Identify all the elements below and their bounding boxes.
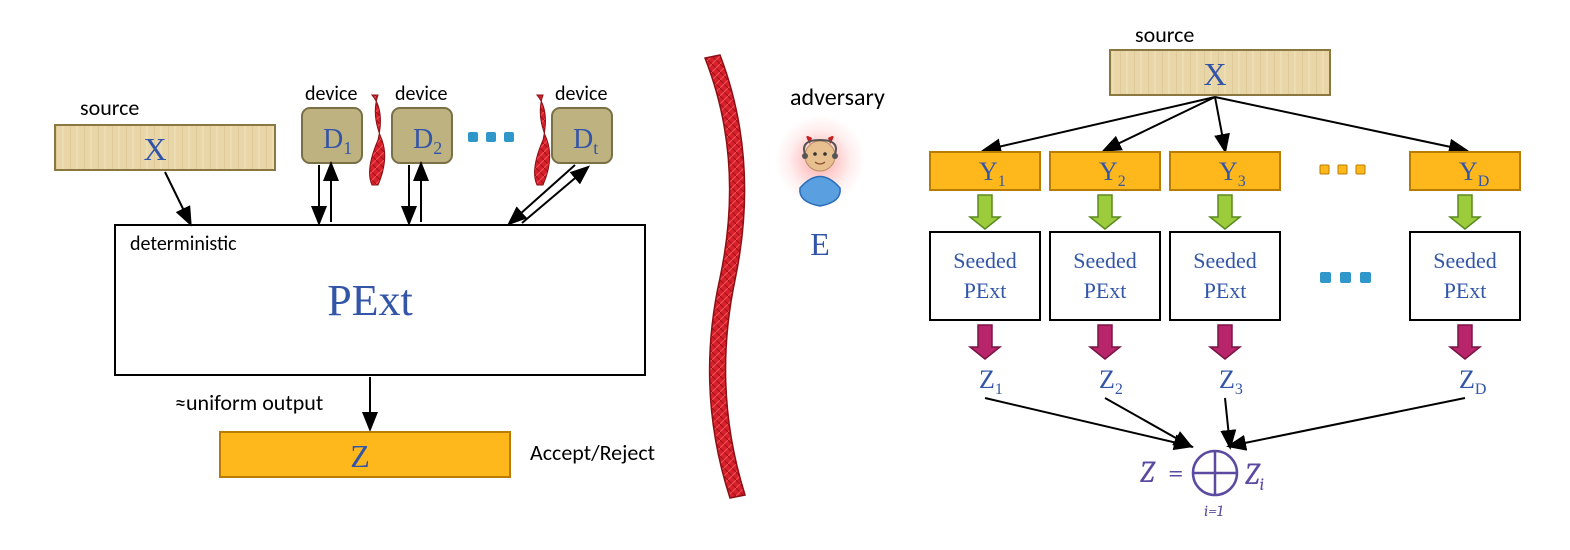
text-Zi: Z1: [979, 365, 1003, 398]
arrow-magenta: [1450, 325, 1480, 359]
ellipsis-dot: [486, 132, 496, 142]
arrow-x-to-y: [1215, 97, 1465, 150]
label-source-right: source: [1135, 21, 1194, 48]
box-seeded-pext: [1410, 232, 1520, 320]
text-seeded: Seeded: [1193, 248, 1257, 273]
arrow-green: [1450, 195, 1480, 229]
text-seeded: Seeded: [1433, 248, 1497, 273]
arrow-x-to-y: [1215, 97, 1225, 150]
text-pext-small: PExt: [1084, 278, 1127, 303]
arrow-x-to-pext: [165, 172, 190, 223]
text-seeded: Seeded: [953, 248, 1017, 273]
formula: Z = i=1 Zi: [1140, 451, 1265, 520]
text-seeded: Seeded: [1073, 248, 1137, 273]
arrow-magenta: [1090, 325, 1120, 359]
text-Zi: Z3: [1219, 365, 1243, 398]
text-pext-small: PExt: [964, 278, 1007, 303]
barrier-small: [370, 95, 385, 185]
formula-eq: =: [1168, 457, 1184, 489]
arrow-z-to-xor: [1105, 398, 1190, 446]
ellipsis-dot: [468, 132, 478, 142]
ellipsis-dot: [1340, 272, 1351, 283]
arrow-green: [970, 195, 1000, 229]
label-adversary: adversary: [790, 83, 885, 112]
arrow-z-to-xor: [1225, 398, 1230, 446]
arrow-z-to-xor: [985, 398, 1190, 446]
label-uniform-output: ≈uniform output: [175, 389, 323, 416]
text-X-right: X: [1203, 56, 1226, 92]
arrow-x-to-y: [985, 97, 1215, 150]
right-diagram: sourceXY1Y2Y3YDSeededPExtSeededPExtSeede…: [930, 21, 1520, 520]
ellipsis-dot: [504, 132, 514, 142]
arrow-magenta: [970, 325, 1000, 359]
label-device: device: [555, 82, 607, 106]
label-device: device: [305, 82, 357, 106]
text-Z: Z: [350, 438, 370, 474]
barrier-big: [705, 55, 745, 498]
ellipsis-dot: [1320, 165, 1329, 174]
formula-Z: Z: [1140, 455, 1156, 490]
text-pext-small: PExt: [1204, 278, 1247, 303]
arrow-dt-up: [522, 168, 587, 223]
arrow-green: [1210, 195, 1240, 229]
arrow-z-to-xor: [1230, 398, 1465, 446]
label-accept-reject: Accept/Reject: [530, 439, 655, 466]
label-device: device: [395, 82, 447, 106]
box-seeded-pext: [930, 232, 1040, 320]
arrow-green: [1090, 195, 1120, 229]
diagram-canvas: sourceXdeviceD1deviceD2deviceDtdetermini…: [0, 0, 1570, 550]
arrow-x-to-y: [1105, 97, 1215, 150]
ellipsis-dot: [1320, 272, 1331, 283]
text-Zi: ZD: [1459, 365, 1486, 398]
ellipsis-dot: [1356, 165, 1365, 174]
text-E: E: [810, 226, 830, 262]
text-pext-small: PExt: [1444, 278, 1487, 303]
formula-Zi: Zi: [1245, 457, 1265, 495]
barrier-small: [535, 95, 550, 185]
box-seeded-pext: [1170, 232, 1280, 320]
arrow-magenta: [1210, 325, 1240, 359]
ellipsis-dot: [1360, 272, 1371, 283]
adversary-icon: [775, 115, 865, 206]
formula-i1: i=1: [1204, 502, 1223, 520]
text-Zi: Z2: [1099, 365, 1123, 398]
ellipsis-dot: [1338, 165, 1347, 174]
label-source-left: source: [80, 94, 139, 121]
label-deterministic: deterministic: [130, 232, 237, 256]
text-pext: PExt: [327, 276, 413, 325]
left-diagram: sourceXdeviceD1deviceD2deviceDtdetermini…: [55, 55, 885, 498]
box-seeded-pext: [1050, 232, 1160, 320]
text-X-left: X: [143, 131, 166, 167]
